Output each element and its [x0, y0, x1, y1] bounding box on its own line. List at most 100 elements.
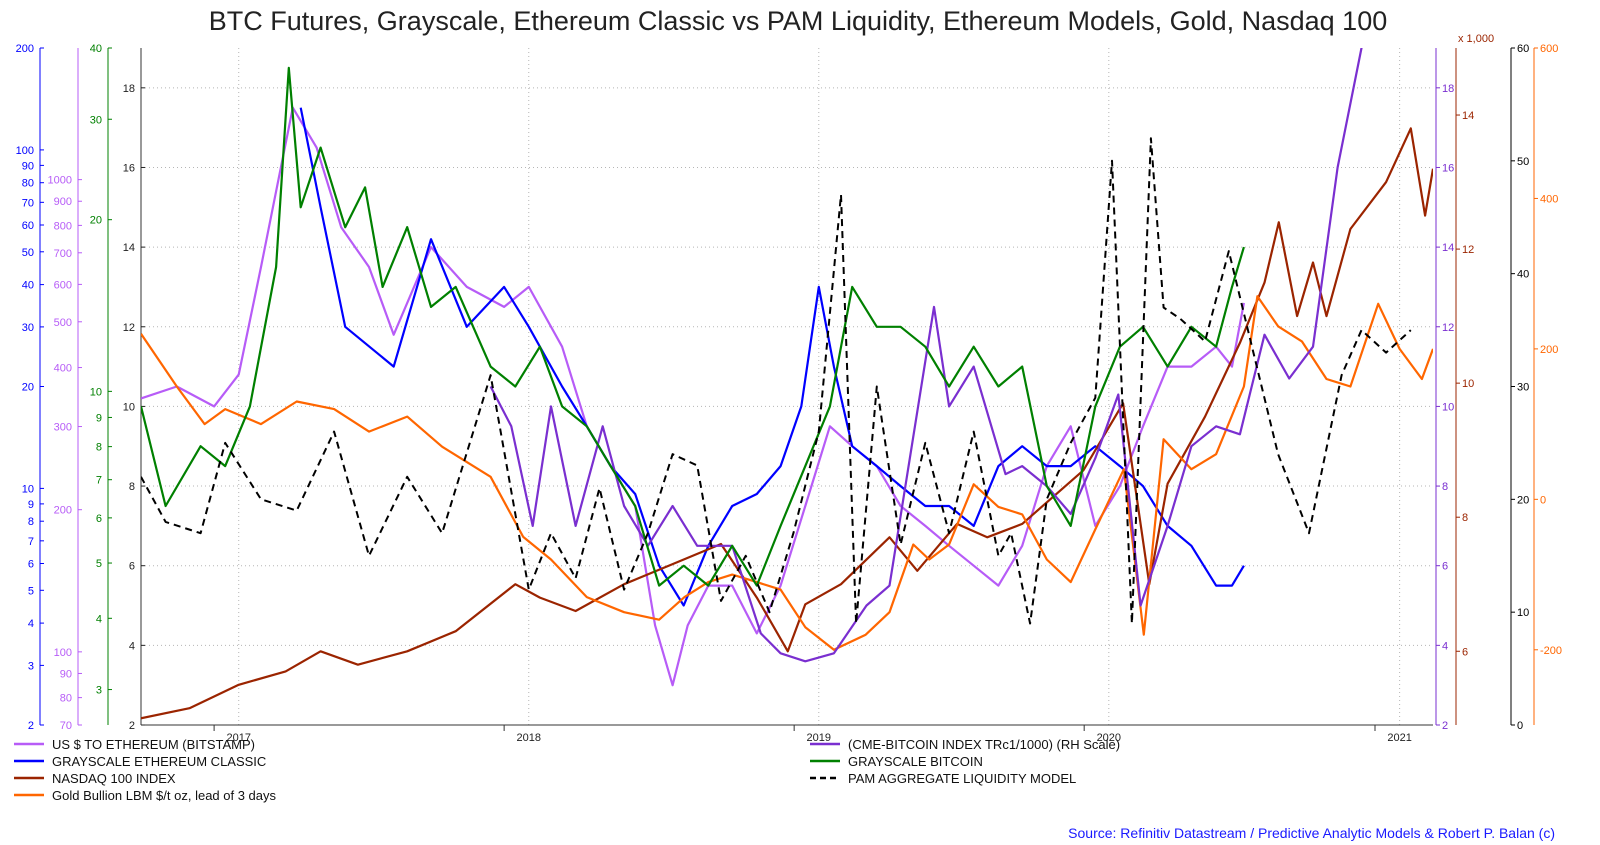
legend-item-right-3: PAM AGGREGATE LIQUIDITY MODEL [810, 771, 1076, 786]
left_violet-tick-label: 300 [54, 422, 72, 434]
left_blue-tick-label: 10 [22, 483, 34, 495]
right_purple-tick-label: 14 [1442, 242, 1454, 254]
right_black-tick-label: 60 [1517, 43, 1529, 55]
right_purple-tick-label: 18 [1442, 83, 1454, 95]
legend-label: GRAYSCALE ETHEREUM CLASSIC [52, 754, 266, 769]
right_black-tick-label: 50 [1517, 156, 1529, 168]
left_green-tick-label: 10 [90, 386, 102, 398]
main_y-tick-label: 14 [123, 242, 135, 254]
right_black-tick-label: 10 [1517, 607, 1529, 619]
right_orange-tick-label: 200 [1540, 344, 1558, 356]
right_brown-tick-label: 10 [1462, 378, 1474, 390]
right_purple-tick-label: 12 [1442, 322, 1454, 334]
left_violet-tick-label: 100 [54, 647, 72, 659]
right_orange-tick-label: -200 [1540, 645, 1562, 657]
left_green-tick-label: 7 [96, 475, 102, 487]
right_brown-tick-label: 14 [1462, 110, 1474, 122]
left_green-tick-label: 8 [96, 442, 102, 454]
left_green-tick-label: 5 [96, 558, 102, 570]
right_orange-tick-label: 400 [1540, 193, 1558, 205]
legend-label: GRAYSCALE BITCOIN [848, 754, 983, 769]
left_green-tick-label: 3 [96, 685, 102, 697]
main_y-tick-label: 4 [129, 640, 135, 652]
legend-item-right-2: GRAYSCALE BITCOIN [810, 754, 983, 769]
main_y-tick-label: 8 [129, 481, 135, 493]
right_brown-tick-label: 12 [1462, 244, 1474, 256]
left_green-tick-label: 9 [96, 412, 102, 424]
right_black-tick-label: 0 [1517, 720, 1523, 732]
right_black-tick-label: 20 [1517, 494, 1529, 506]
right_black-tick-label: 40 [1517, 269, 1529, 281]
left_green-tick-label: 30 [90, 114, 102, 126]
left_violet-tick-label: 200 [54, 505, 72, 517]
left_green-tick-label: 6 [96, 513, 102, 525]
legend-item-left-1: US $ TO ETHEREUM (BITSTAMP) [14, 737, 255, 752]
x-tick-label: 2020 [1097, 732, 1121, 744]
left_blue-tick-label: 70 [22, 197, 34, 209]
left_blue-tick-label: 80 [22, 178, 34, 190]
legend-label: NASDAQ 100 INDEX [52, 771, 176, 786]
right_brown-unit-label: x 1,000 [1458, 33, 1494, 45]
left_violet-tick-label: 600 [54, 279, 72, 291]
right_purple-tick-label: 6 [1442, 561, 1448, 573]
left_violet-tick-label: 500 [54, 317, 72, 329]
plot-area [141, 48, 1433, 725]
left_blue-tick-label: 20 [22, 382, 34, 394]
right_brown-tick-label: 6 [1462, 646, 1468, 658]
left_blue-tick-label: 30 [22, 322, 34, 334]
legend: US $ TO ETHEREUM (BITSTAMP) GRAYSCALE ETH… [14, 737, 1120, 803]
left_blue-tick-label: 50 [22, 247, 34, 259]
left_violet-tick-label: 1000 [48, 175, 72, 187]
legend-item-left-4: Gold Bullion LBM $/t oz, lead of 3 days [14, 788, 277, 803]
series-line-3 [141, 127, 1433, 720]
left_blue-tick-label: 4 [28, 618, 34, 630]
left_green-tick-label: 20 [90, 215, 102, 227]
right_purple-tick-label: 16 [1442, 162, 1454, 174]
x-tick-label: 2017 [226, 732, 250, 744]
right_purple-tick-label: 2 [1442, 720, 1448, 732]
right_brown-tick-label: 8 [1462, 512, 1468, 524]
legend-item-left-2: GRAYSCALE ETHEREUM CLASSIC [14, 754, 266, 769]
right_purple-tick-label: 10 [1442, 401, 1454, 413]
legend-label: Gold Bullion LBM $/t oz, lead of 3 days [52, 788, 277, 803]
main_y-tick-label: 2 [129, 720, 135, 732]
left_blue-tick-label: 7 [28, 536, 34, 548]
legend-item-left-3: NASDAQ 100 INDEX [14, 771, 176, 786]
legend-item-right-1: (CME-BITCOIN INDEX TRc1/1000) (RH Scale) [810, 737, 1120, 752]
left_blue-tick-label: 8 [28, 516, 34, 528]
left_blue-tick-label: 3 [28, 660, 34, 672]
chart-title: BTC Futures, Grayscale, Ethereum Classic… [209, 6, 1387, 36]
left_blue-tick-label: 200 [16, 43, 34, 55]
left_blue-tick-label: 6 [28, 558, 34, 570]
series-line-5 [489, 48, 1363, 663]
left_violet-tick-label: 700 [54, 248, 72, 260]
source-note: Source: Refinitiv Datastream / Predictiv… [1068, 825, 1555, 841]
series-lines [141, 48, 1433, 720]
main_y-tick-label: 10 [123, 401, 135, 413]
left_violet-tick-label: 400 [54, 363, 72, 375]
left_violet-tick-label: 800 [54, 220, 72, 232]
right_purple-tick-label: 4 [1442, 640, 1448, 652]
left_green-tick-label: 4 [96, 613, 102, 625]
main_y-tick-label: 16 [123, 162, 135, 174]
left_green-tick-label: 40 [90, 43, 102, 55]
legend-label: (CME-BITCOIN INDEX TRc1/1000) (RH Scale) [848, 737, 1120, 752]
left_blue-tick-label: 100 [16, 145, 34, 157]
left_violet-tick-label: 80 [60, 693, 72, 705]
main_y-tick-label: 18 [123, 83, 135, 95]
series-line-2 [299, 107, 1245, 607]
right_orange-tick-label: 0 [1540, 494, 1546, 506]
main_y-tick-label: 6 [129, 561, 135, 573]
right_orange-tick-label: 600 [1540, 43, 1558, 55]
series-line-4 [141, 295, 1433, 651]
x-tick-label: 2021 [1387, 732, 1411, 744]
left_blue-tick-label: 2 [28, 720, 34, 732]
series-line-7 [141, 137, 1412, 625]
legend-label: US $ TO ETHEREUM (BITSTAMP) [52, 737, 255, 752]
right_purple-tick-label: 8 [1442, 481, 1448, 493]
left_blue-tick-label: 60 [22, 220, 34, 232]
x-tick-label: 2019 [807, 732, 831, 744]
left_blue-tick-label: 40 [22, 280, 34, 292]
left_violet-tick-label: 70 [60, 720, 72, 732]
